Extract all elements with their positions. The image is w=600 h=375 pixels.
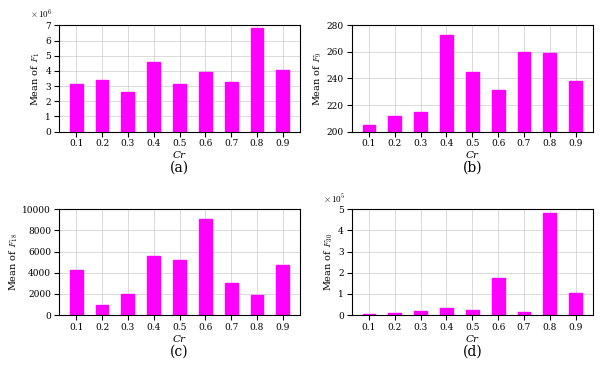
Text: $\times\,10^5$: $\times\,10^5$ (323, 192, 345, 205)
Bar (440, 35, 453, 375)
X-axis label: Cr: Cr (173, 151, 186, 160)
Bar (199, 72, 212, 132)
Y-axis label: Mean of $F_9$: Mean of $F_9$ (311, 51, 324, 106)
Bar (544, 213, 556, 315)
Bar (414, 311, 427, 315)
X-axis label: Cr: Cr (173, 334, 186, 344)
Bar (173, 84, 186, 132)
Bar (199, 219, 212, 315)
Y-axis label: Mean of $F_{30}$: Mean of $F_{30}$ (323, 233, 335, 291)
Bar (569, 293, 582, 315)
Bar (362, 314, 376, 315)
Bar (251, 295, 263, 315)
Bar (70, 270, 83, 315)
Text: (c): (c) (170, 345, 189, 358)
X-axis label: Cr: Cr (466, 151, 479, 160)
Bar (277, 70, 289, 132)
Bar (95, 304, 109, 315)
Bar (518, 52, 530, 375)
Bar (569, 81, 582, 375)
Bar (491, 90, 505, 375)
Bar (173, 260, 186, 315)
Bar (277, 265, 289, 315)
Bar (388, 313, 401, 315)
Text: (d): (d) (463, 345, 482, 358)
Text: (b): (b) (463, 161, 482, 175)
Bar (121, 92, 134, 132)
X-axis label: Cr: Cr (466, 334, 479, 344)
Bar (362, 125, 376, 375)
Bar (414, 112, 427, 375)
Bar (440, 308, 453, 315)
Y-axis label: Mean of $F_1$: Mean of $F_1$ (30, 51, 43, 106)
Text: $\times\,10^6$: $\times\,10^6$ (30, 8, 52, 21)
Bar (251, 28, 263, 132)
Text: (a): (a) (170, 161, 189, 175)
Bar (491, 278, 505, 315)
Bar (121, 294, 134, 315)
Bar (95, 80, 109, 132)
Bar (466, 72, 479, 375)
Bar (225, 283, 238, 315)
Bar (544, 53, 556, 375)
Bar (147, 256, 160, 315)
Bar (466, 310, 479, 315)
Bar (147, 62, 160, 132)
Bar (518, 312, 530, 315)
Y-axis label: Mean of $F_{18}$: Mean of $F_{18}$ (7, 233, 20, 291)
Bar (388, 116, 401, 375)
Bar (70, 84, 83, 132)
Bar (225, 81, 238, 132)
